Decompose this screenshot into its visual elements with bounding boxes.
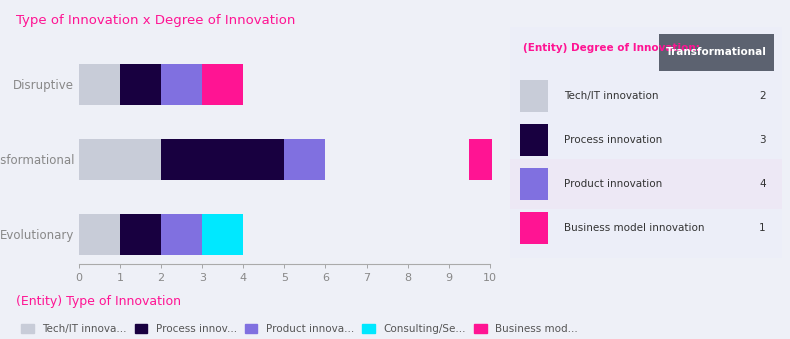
Bar <box>120 64 161 105</box>
Bar <box>202 214 243 255</box>
Text: Type of Innovation x Degree of Innovation: Type of Innovation x Degree of Innovatio… <box>16 14 295 26</box>
Legend: Tech/IT innova..., Process innov..., Product innova..., Consulting/Se..., Busine: Tech/IT innova..., Process innov..., Pro… <box>21 323 577 334</box>
Text: Process innovation: Process innovation <box>564 135 662 145</box>
FancyBboxPatch shape <box>510 159 782 209</box>
Bar <box>284 139 325 180</box>
Bar <box>202 64 243 105</box>
Text: Transformational: Transformational <box>666 47 767 58</box>
Bar <box>120 214 161 255</box>
Bar <box>79 139 161 180</box>
Text: Product innovation: Product innovation <box>564 179 662 189</box>
FancyBboxPatch shape <box>521 212 547 244</box>
Bar <box>79 64 120 105</box>
Text: 3: 3 <box>759 135 766 145</box>
Bar <box>79 214 120 255</box>
Bar <box>469 139 492 180</box>
Text: 4: 4 <box>759 179 766 189</box>
Text: Tech/IT innovation: Tech/IT innovation <box>564 91 659 101</box>
Text: Business model innovation: Business model innovation <box>564 223 705 233</box>
Text: 2: 2 <box>759 91 766 101</box>
FancyBboxPatch shape <box>521 80 547 113</box>
Bar <box>161 139 284 180</box>
FancyBboxPatch shape <box>521 124 547 156</box>
Bar <box>161 64 202 105</box>
Text: 1: 1 <box>759 223 766 233</box>
Text: (Entity) Degree of Innovation:: (Entity) Degree of Innovation: <box>523 43 700 53</box>
Bar <box>161 214 202 255</box>
FancyBboxPatch shape <box>521 168 547 200</box>
Text: (Entity) Type of Innovation: (Entity) Type of Innovation <box>16 295 181 308</box>
FancyBboxPatch shape <box>660 34 774 71</box>
